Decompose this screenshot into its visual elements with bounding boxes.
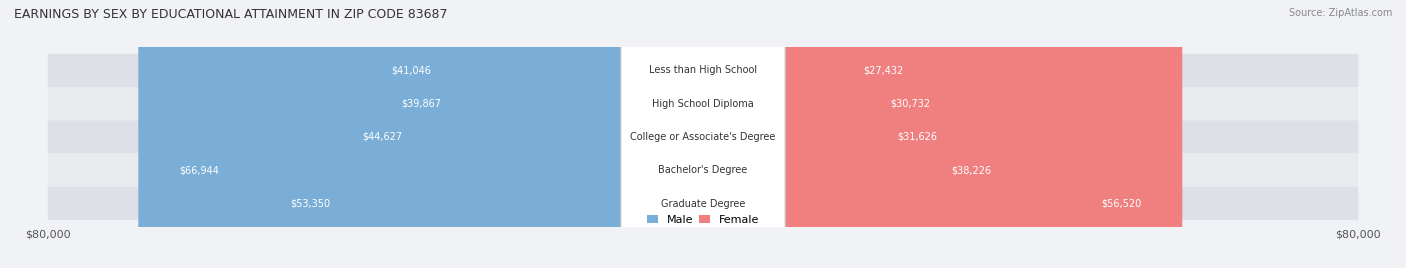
FancyBboxPatch shape bbox=[250, 0, 720, 268]
Text: $30,732: $30,732 bbox=[890, 99, 931, 109]
FancyBboxPatch shape bbox=[686, 0, 1032, 268]
Legend: Male, Female: Male, Female bbox=[647, 215, 759, 225]
FancyBboxPatch shape bbox=[621, 0, 785, 268]
FancyBboxPatch shape bbox=[621, 0, 785, 268]
FancyBboxPatch shape bbox=[48, 54, 1358, 87]
Text: $44,627: $44,627 bbox=[363, 132, 402, 142]
FancyBboxPatch shape bbox=[686, 0, 972, 268]
Text: Graduate Degree: Graduate Degree bbox=[661, 199, 745, 209]
FancyBboxPatch shape bbox=[321, 0, 720, 268]
Text: Source: ZipAtlas.com: Source: ZipAtlas.com bbox=[1288, 8, 1392, 18]
FancyBboxPatch shape bbox=[48, 187, 1358, 220]
Text: $56,520: $56,520 bbox=[1101, 199, 1142, 209]
Text: $53,350: $53,350 bbox=[291, 199, 330, 209]
FancyBboxPatch shape bbox=[621, 0, 785, 268]
Text: High School Diploma: High School Diploma bbox=[652, 99, 754, 109]
FancyBboxPatch shape bbox=[350, 0, 720, 268]
FancyBboxPatch shape bbox=[686, 0, 979, 268]
Text: $41,046: $41,046 bbox=[391, 65, 432, 76]
Text: $66,944: $66,944 bbox=[180, 165, 219, 175]
FancyBboxPatch shape bbox=[686, 0, 1182, 268]
FancyBboxPatch shape bbox=[360, 0, 720, 268]
FancyBboxPatch shape bbox=[138, 0, 720, 268]
Text: Less than High School: Less than High School bbox=[650, 65, 756, 76]
Text: EARNINGS BY SEX BY EDUCATIONAL ATTAINMENT IN ZIP CODE 83687: EARNINGS BY SEX BY EDUCATIONAL ATTAINMEN… bbox=[14, 8, 447, 21]
FancyBboxPatch shape bbox=[621, 0, 785, 268]
Text: $27,432: $27,432 bbox=[863, 65, 903, 76]
Text: $31,626: $31,626 bbox=[897, 132, 938, 142]
FancyBboxPatch shape bbox=[48, 87, 1358, 120]
Text: $39,867: $39,867 bbox=[401, 99, 441, 109]
FancyBboxPatch shape bbox=[621, 0, 785, 268]
Text: Bachelor's Degree: Bachelor's Degree bbox=[658, 165, 748, 175]
Text: College or Associate's Degree: College or Associate's Degree bbox=[630, 132, 776, 142]
FancyBboxPatch shape bbox=[686, 0, 943, 268]
FancyBboxPatch shape bbox=[48, 120, 1358, 154]
Text: $38,226: $38,226 bbox=[952, 165, 991, 175]
FancyBboxPatch shape bbox=[48, 154, 1358, 187]
